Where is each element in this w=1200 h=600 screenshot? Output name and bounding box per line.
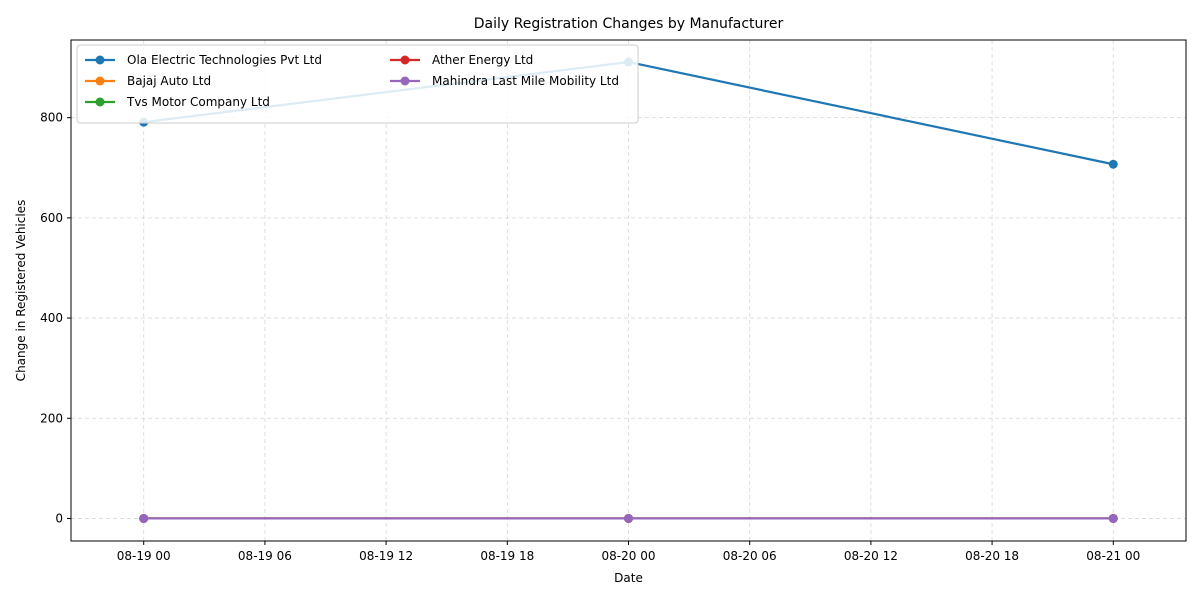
legend-item: Ola Electric Technologies Pvt Ltd bbox=[85, 53, 322, 67]
y-tick-label: 200 bbox=[40, 411, 63, 425]
y-tick-label: 400 bbox=[40, 311, 63, 325]
data-point bbox=[1108, 159, 1118, 169]
x-tick-label: 08-19 12 bbox=[359, 549, 413, 563]
y-axis-title: Change in Registered Vehicles bbox=[14, 200, 28, 382]
x-tick-label: 08-20 12 bbox=[844, 549, 898, 563]
legend-label: Bajaj Auto Ltd bbox=[127, 74, 211, 88]
legend-marker bbox=[95, 55, 105, 65]
x-tick-label: 08-20 18 bbox=[965, 549, 1019, 563]
chart-title: Daily Registration Changes by Manufactur… bbox=[474, 16, 784, 32]
legend-label: Ola Electric Technologies Pvt Ltd bbox=[127, 53, 322, 67]
series-mahindra-last-mile-mobility-ltd bbox=[139, 513, 1118, 523]
y-axis-ticks: 0 200 400 600 800 bbox=[40, 111, 71, 525]
data-point bbox=[1108, 513, 1118, 523]
x-tick-label: 08-21 00 bbox=[1086, 549, 1140, 563]
y-tick-label: 600 bbox=[40, 211, 63, 225]
legend-marker bbox=[95, 76, 105, 86]
legend: Ola Electric Technologies Pvt Ltd Bajaj A… bbox=[76, 44, 639, 124]
x-tick-label: 08-19 00 bbox=[117, 549, 171, 563]
legend-marker bbox=[95, 97, 105, 107]
x-tick-label: 08-20 00 bbox=[602, 549, 656, 563]
legend-label: Ather Energy Ltd bbox=[432, 53, 533, 67]
x-tick-label: 08-20 06 bbox=[723, 549, 777, 563]
x-axis-title: Date bbox=[614, 571, 643, 585]
legend-box bbox=[76, 44, 639, 124]
legend-item: Mahindra Last Mile Mobility Ltd bbox=[390, 74, 619, 88]
legend-item: Bajaj Auto Ltd bbox=[85, 74, 211, 88]
data-point bbox=[624, 513, 633, 523]
legend-marker bbox=[400, 76, 410, 86]
legend-item: Ather Energy Ltd bbox=[390, 53, 533, 67]
data-point bbox=[139, 513, 149, 523]
legend-label: Tvs Motor Company Ltd bbox=[126, 95, 270, 109]
x-tick-label: 08-19 18 bbox=[480, 549, 534, 563]
y-tick-label: 0 bbox=[55, 511, 63, 525]
legend-marker bbox=[400, 55, 410, 65]
x-tick-label: 08-19 06 bbox=[238, 549, 292, 563]
y-tick-label: 800 bbox=[40, 111, 63, 125]
legend-label: Mahindra Last Mile Mobility Ltd bbox=[432, 74, 619, 88]
x-axis-ticks: 08-19 00 08-19 06 08-19 12 08-19 18 08-20 00… bbox=[117, 541, 1140, 563]
legend-item: Tvs Motor Company Ltd bbox=[85, 95, 270, 109]
